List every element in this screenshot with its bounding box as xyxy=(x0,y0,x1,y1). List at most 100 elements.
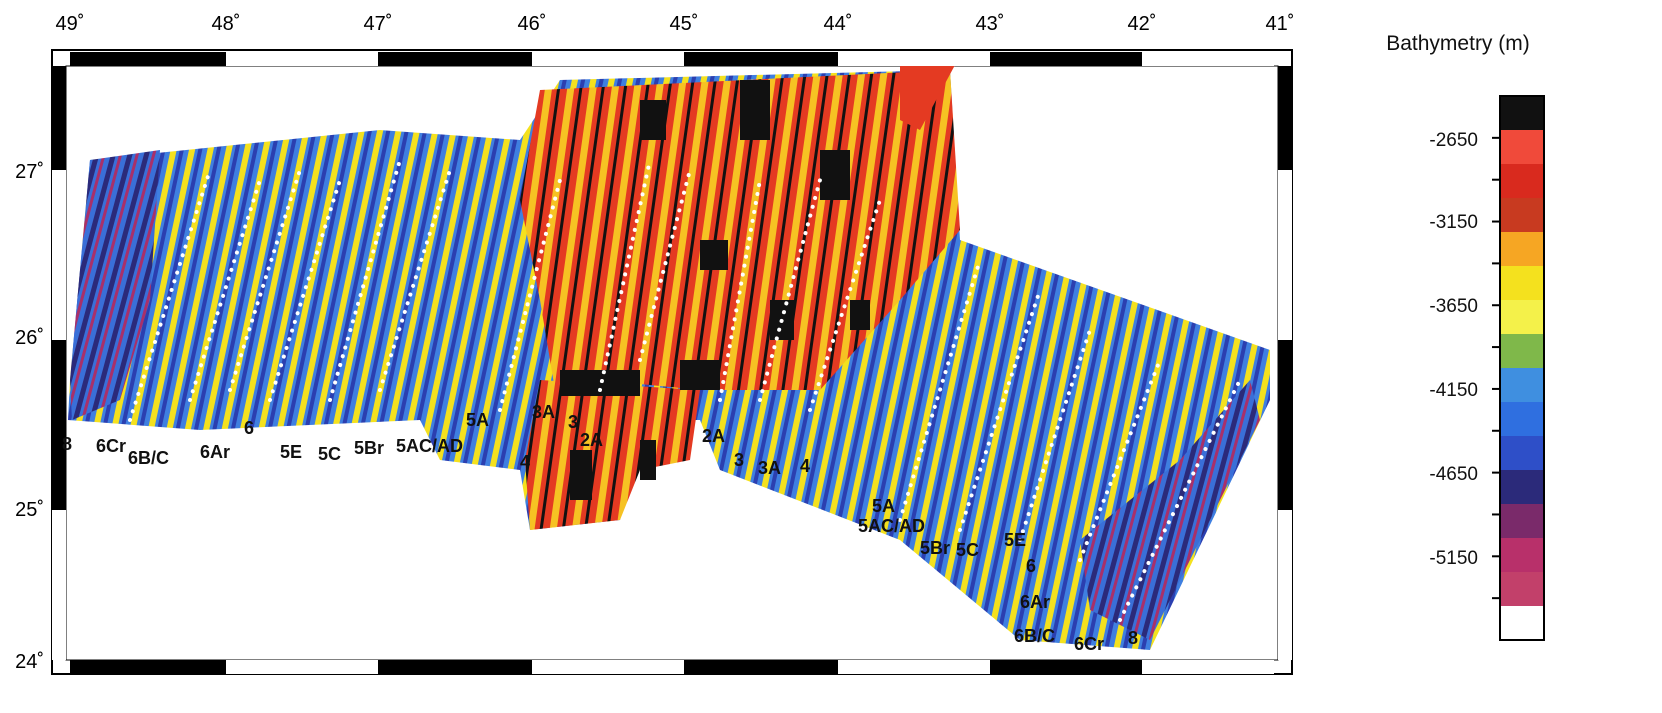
survey-labels-east: 2A 3 3A 4 5A 5AC/AD 5Br 5C 5E 6 6Ar 6B/C… xyxy=(702,426,1138,654)
survey-label: 5AC/AD xyxy=(396,436,463,456)
survey-label: 4 xyxy=(800,456,810,476)
colorbar-swatch xyxy=(1500,266,1544,301)
colorbar-swatch xyxy=(1500,538,1544,573)
frame-segment xyxy=(70,52,226,66)
frame-segment xyxy=(1142,660,1274,674)
lon-tick-label: 42˚ xyxy=(1128,13,1157,35)
lat-tick-label: 25˚ xyxy=(15,499,44,521)
colorbar-swatch xyxy=(1500,130,1544,165)
frame-segment xyxy=(378,52,532,66)
colorbar-swatch xyxy=(1500,402,1544,437)
colorbar-swatch xyxy=(1500,606,1544,641)
survey-labels-west: 8 6Cr 6B/C 6Ar 6 5E 5C 5Br 5AC/AD 5A 3A … xyxy=(62,402,603,472)
colorbar-swatch xyxy=(1500,164,1544,199)
frame-segment xyxy=(1278,510,1292,660)
frame-segment xyxy=(838,660,990,674)
colorbar-tick-label: -2650 xyxy=(1429,130,1478,151)
colorbar: Bathymetry (m) -2650 -3150 -3650 -4150 -… xyxy=(1386,32,1545,641)
colorbar-ticks xyxy=(1492,136,1500,600)
frame-segment xyxy=(226,660,378,674)
frame-segment xyxy=(378,660,532,674)
frame-segment xyxy=(52,340,66,510)
frame-segment xyxy=(838,52,990,66)
frame-segment xyxy=(70,660,226,674)
lon-tick-label: 46˚ xyxy=(518,13,547,35)
survey-label: 5C xyxy=(956,540,979,560)
survey-label: 5C xyxy=(318,444,341,464)
coverage-deep-east xyxy=(1080,380,1260,640)
colorbar-swatch xyxy=(1500,334,1544,369)
colorbar-swatch xyxy=(1500,572,1544,607)
colorbar-tick-label: -5150 xyxy=(1429,548,1478,569)
survey-label: 5E xyxy=(1004,530,1026,550)
survey-label: 6Ar xyxy=(1020,592,1050,612)
lon-tick-label: 47˚ xyxy=(364,13,393,35)
survey-label: 6 xyxy=(244,418,254,438)
survey-label: 5Br xyxy=(920,538,950,558)
colorbar-swatch xyxy=(1500,198,1544,233)
survey-lines xyxy=(128,158,1242,622)
colorbar-swatch xyxy=(1500,232,1544,267)
colorbar-title: Bathymetry (m) xyxy=(1386,32,1530,55)
colorbar-swatches xyxy=(1500,96,1544,641)
survey-label: 2A xyxy=(580,430,603,450)
frame-segment xyxy=(226,52,378,66)
survey-label: 6Cr xyxy=(96,436,126,456)
survey-label: 5A xyxy=(466,410,489,430)
survey-label: 2A xyxy=(702,426,725,446)
lat-tick-labels: 27˚ 26˚ 25˚ 24˚ xyxy=(15,161,44,673)
frame-segment xyxy=(1278,170,1292,340)
frame-segment xyxy=(532,52,684,66)
survey-label: 8 xyxy=(1128,628,1138,648)
lon-tick-label: 49˚ xyxy=(56,13,85,35)
survey-label: 8 xyxy=(62,434,72,454)
coverage-ne-strip xyxy=(900,66,955,130)
survey-label: 3A xyxy=(758,458,781,478)
survey-label: 5AC/AD xyxy=(858,516,925,536)
colorbar-swatch xyxy=(1500,96,1544,131)
lon-tick-labels: 49˚ 48˚ 47˚ 46˚ 45˚ 44˚ 43˚ 42˚ 41˚ xyxy=(56,13,1295,35)
colorbar-swatch xyxy=(1500,504,1544,539)
coverage-south-lobe xyxy=(525,380,700,530)
frame-segment xyxy=(684,660,838,674)
colorbar-tick-label: -4650 xyxy=(1429,464,1478,485)
survey-label: 3A xyxy=(532,402,555,422)
survey-label: 5Br xyxy=(354,438,384,458)
colorbar-tick-label: -3650 xyxy=(1429,296,1478,317)
frame-segment xyxy=(52,510,66,660)
survey-label: 3 xyxy=(734,450,744,470)
frame-segment xyxy=(1278,340,1292,510)
lon-tick-label: 44˚ xyxy=(824,13,853,35)
frame-segment xyxy=(990,660,1142,674)
survey-label: 6Cr xyxy=(1074,634,1104,654)
coverage-deep-west xyxy=(70,150,160,420)
colorbar-tick-labels: -2650 -3150 -3650 -4150 -4650 -5150 xyxy=(1429,130,1478,569)
colorbar-swatch xyxy=(1500,368,1544,403)
lon-tick-label: 45˚ xyxy=(670,13,699,35)
frame-segment xyxy=(1142,52,1274,66)
frame-segment xyxy=(52,170,66,340)
colorbar-tick-label: -3150 xyxy=(1429,212,1478,233)
frame-ticks xyxy=(52,52,1292,674)
colorbar-swatch xyxy=(1500,436,1544,471)
survey-label: 5E xyxy=(280,442,302,462)
survey-label: 4 xyxy=(520,452,530,472)
frame-segment xyxy=(684,52,838,66)
lat-tick-label: 24˚ xyxy=(15,651,44,673)
survey-label: 6Ar xyxy=(200,442,230,462)
colorbar-tick-label: -4150 xyxy=(1429,380,1478,401)
lon-tick-label: 43˚ xyxy=(976,13,1005,35)
frame-segment xyxy=(990,52,1142,66)
lon-tick-label: 48˚ xyxy=(212,13,241,35)
lat-tick-label: 27˚ xyxy=(15,161,44,183)
survey-label: 6B/C xyxy=(128,448,169,468)
frame-segment xyxy=(52,66,66,170)
survey-label: 3 xyxy=(568,412,578,432)
colorbar-swatch xyxy=(1500,470,1544,505)
lat-tick-label: 26˚ xyxy=(15,327,44,349)
lon-tick-label: 41˚ xyxy=(1266,13,1295,35)
survey-label: 6B/C xyxy=(1014,626,1055,646)
survey-label: 5A xyxy=(872,496,895,516)
frame-segment xyxy=(1278,66,1292,170)
